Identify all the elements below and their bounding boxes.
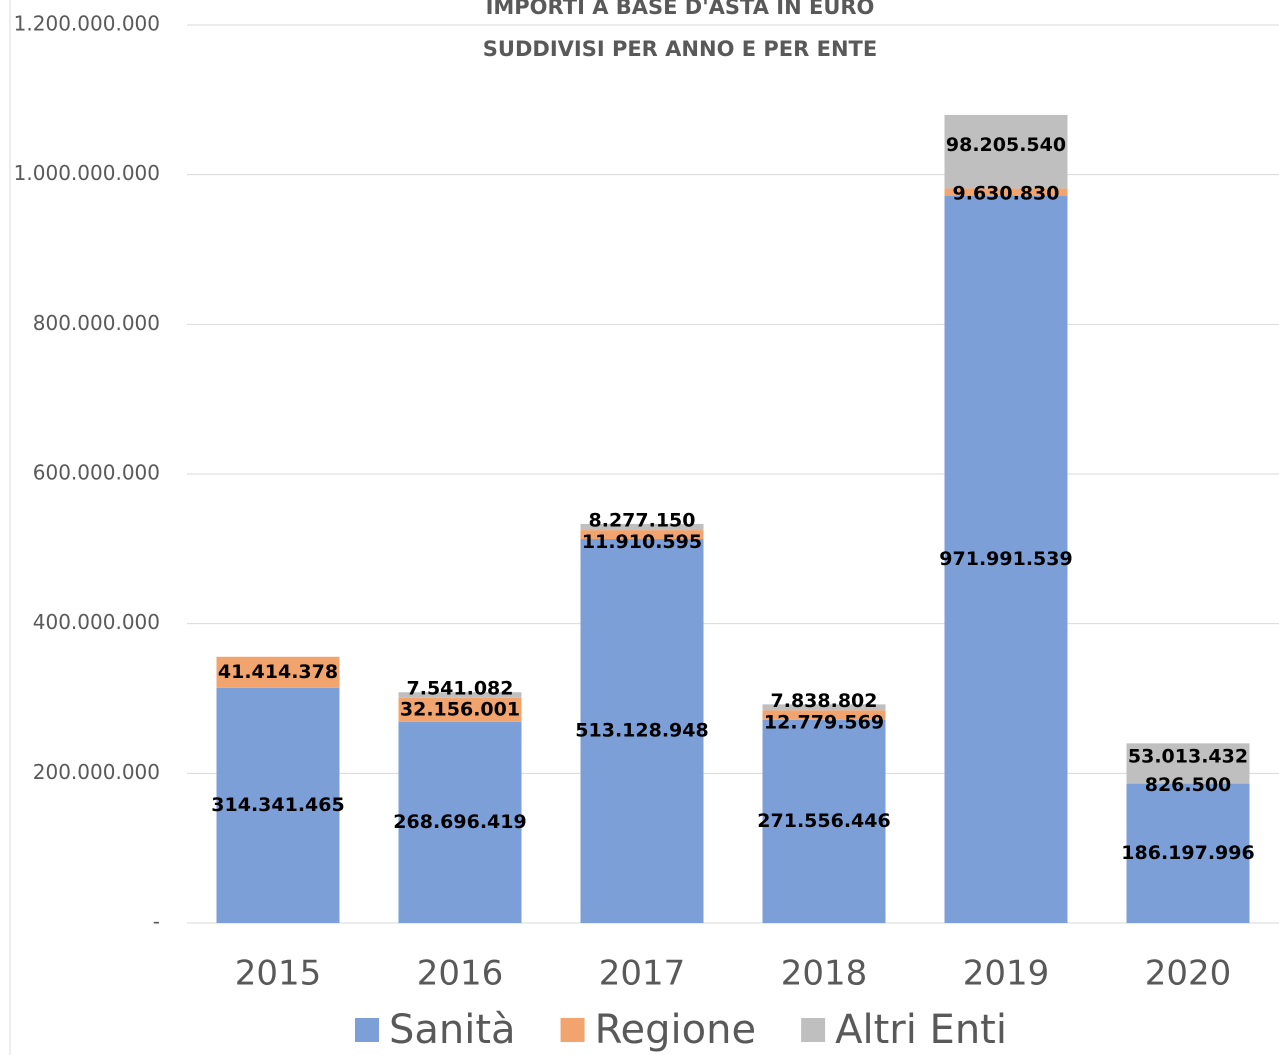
value-label: 186.197.996 bbox=[1121, 842, 1254, 864]
value-label: 53.013.432 bbox=[1128, 746, 1248, 768]
y-tick-label: 1.000.000.000 bbox=[14, 161, 160, 185]
bar-segment bbox=[398, 692, 522, 698]
bar-segment bbox=[580, 539, 704, 923]
bar-segment bbox=[762, 719, 886, 923]
legend-swatch bbox=[560, 1018, 585, 1042]
y-tick-label: 200.000.000 bbox=[33, 760, 160, 784]
x-tick-label: 2018 bbox=[781, 954, 868, 994]
x-tick-label: 2020 bbox=[1145, 954, 1232, 994]
bar-segment bbox=[580, 523, 704, 531]
bar-segment bbox=[944, 188, 1068, 196]
y-tick-label: 400.000.000 bbox=[33, 610, 160, 634]
y-tick-label: 600.000.000 bbox=[33, 461, 160, 485]
value-label: 271.556.446 bbox=[757, 810, 890, 832]
value-label: 513.128.948 bbox=[575, 720, 708, 742]
value-label: 971.991.539 bbox=[939, 548, 1072, 570]
bar-segment bbox=[944, 114, 1068, 189]
legend-swatch bbox=[801, 1018, 826, 1042]
x-tick-label: 2015 bbox=[235, 954, 322, 994]
chart-subtitle: SUDDIVISI PER ANNO E PER ENTE bbox=[483, 37, 877, 61]
bar-segment bbox=[762, 704, 886, 711]
bar-segment bbox=[580, 530, 704, 540]
legend-label: Sanità bbox=[389, 1007, 516, 1053]
bar-segment bbox=[216, 656, 340, 688]
y-tick-label: 1.200.000.000 bbox=[14, 12, 160, 36]
bar-segment bbox=[398, 697, 522, 722]
bar-segment bbox=[762, 710, 886, 720]
value-label: 8.277.150 bbox=[589, 509, 696, 531]
value-label: 11.910.595 bbox=[582, 531, 702, 553]
bar-segment bbox=[1126, 783, 1250, 784]
value-label: 7.838.802 bbox=[771, 690, 878, 712]
legend-label: Regione bbox=[595, 1007, 757, 1053]
bar-segment bbox=[1126, 743, 1250, 784]
value-label: 826.500 bbox=[1145, 774, 1232, 796]
value-label: 314.341.465 bbox=[211, 794, 344, 816]
value-label: 98.205.540 bbox=[946, 134, 1066, 156]
legend-swatch bbox=[355, 1018, 379, 1042]
legend-label: Altri Enti bbox=[835, 1007, 1007, 1053]
value-label: 12.779.569 bbox=[764, 712, 884, 734]
value-label: 7.541.082 bbox=[407, 678, 514, 700]
value-label: 32.156.001 bbox=[400, 698, 520, 720]
y-tick-label: - bbox=[153, 910, 160, 934]
x-tick-label: 2016 bbox=[417, 954, 504, 994]
bar-segment bbox=[398, 721, 522, 923]
chart-title: IMPORTI A BASE D'ASTA IN EURO bbox=[486, 0, 875, 19]
value-label: 9.630.830 bbox=[953, 183, 1060, 205]
y-tick-label: 800.000.000 bbox=[33, 311, 160, 335]
value-label: 41.414.378 bbox=[218, 661, 338, 683]
bar-segment bbox=[944, 195, 1068, 923]
x-tick-label: 2019 bbox=[963, 954, 1050, 994]
value-label: 268.696.419 bbox=[393, 811, 526, 833]
bar-segment bbox=[216, 687, 340, 923]
bar-segment bbox=[1126, 783, 1250, 923]
x-tick-label: 2017 bbox=[599, 954, 686, 994]
